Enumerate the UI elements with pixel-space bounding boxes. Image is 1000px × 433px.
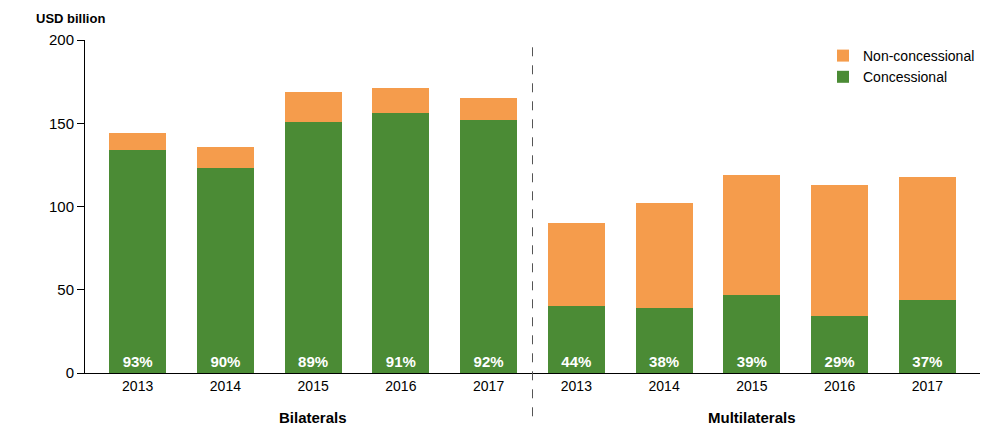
svg-text:29%: 29%	[825, 353, 855, 370]
svg-text:Non-concessional: Non-concessional	[863, 48, 974, 64]
svg-text:44%: 44%	[561, 353, 591, 370]
svg-text:2016: 2016	[385, 378, 416, 394]
svg-text:100: 100	[49, 198, 74, 215]
svg-text:2017: 2017	[473, 378, 504, 394]
svg-text:2015: 2015	[736, 378, 767, 394]
svg-text:0: 0	[66, 364, 74, 381]
svg-text:89%: 89%	[298, 353, 328, 370]
svg-text:150: 150	[49, 115, 74, 132]
svg-text:2016: 2016	[824, 378, 855, 394]
svg-text:Bilaterals: Bilaterals	[279, 409, 347, 426]
svg-text:37%: 37%	[912, 353, 942, 370]
svg-text:Multilaterals: Multilaterals	[708, 409, 796, 426]
svg-text:USD billion: USD billion	[36, 11, 105, 26]
svg-text:91%: 91%	[386, 353, 416, 370]
svg-text:39%: 39%	[737, 353, 767, 370]
svg-text:50: 50	[57, 281, 74, 298]
svg-text:2013: 2013	[561, 378, 592, 394]
svg-text:92%: 92%	[474, 353, 504, 370]
svg-text:2017: 2017	[912, 378, 943, 394]
svg-text:2013: 2013	[122, 378, 153, 394]
svg-text:2015: 2015	[298, 378, 329, 394]
svg-text:200: 200	[49, 31, 74, 48]
svg-text:38%: 38%	[649, 353, 679, 370]
svg-text:2014: 2014	[210, 378, 241, 394]
svg-text:90%: 90%	[210, 353, 240, 370]
svg-text:2014: 2014	[649, 378, 680, 394]
svg-text:93%: 93%	[123, 353, 153, 370]
svg-text:Concessional: Concessional	[863, 69, 947, 85]
